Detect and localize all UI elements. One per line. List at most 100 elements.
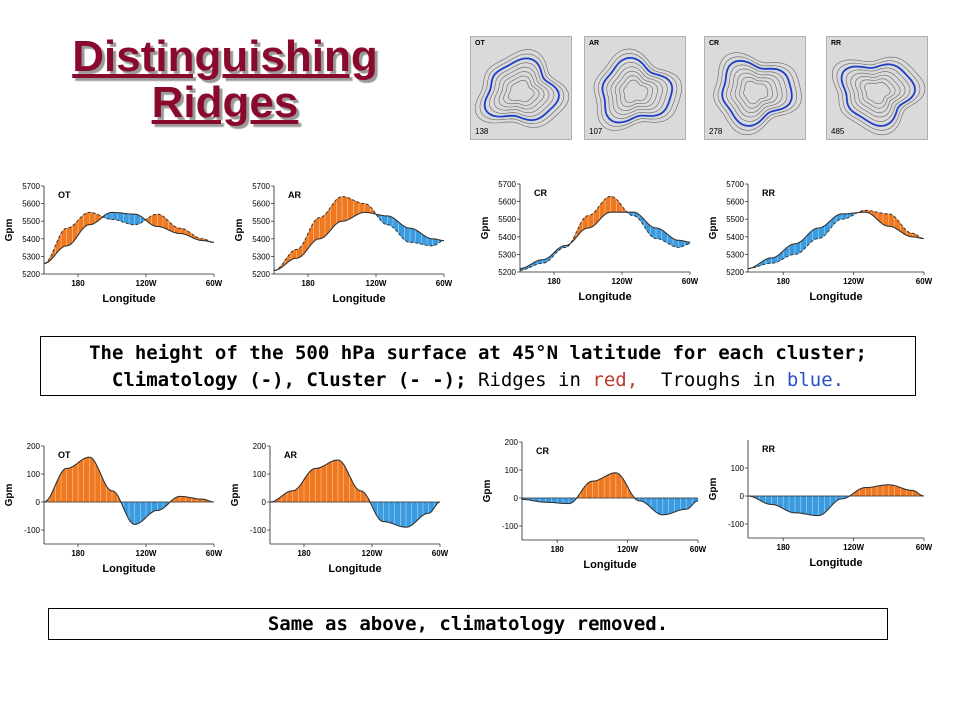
x-tick-label: 60W: [436, 279, 452, 288]
fill-slice: [419, 501, 422, 518]
fill-slice: [346, 469, 349, 503]
fill-slice: [671, 497, 674, 514]
x-tick-label: 180: [71, 549, 85, 558]
caption-troughs-word: blue.: [786, 369, 845, 391]
x-tick-label: 60W: [432, 549, 448, 558]
x-tick-label: 120W: [136, 279, 157, 288]
map-rr-contours: [831, 56, 926, 136]
fill-slice: [565, 497, 568, 504]
fill-slice: [125, 213, 128, 224]
y-tick-label: 5200: [22, 270, 40, 279]
map-contour: [850, 71, 906, 118]
fill-slice: [344, 466, 347, 503]
height-chart-ot: 5200 5300 5400 5500 5600 5700 180 120W 60W Longit…: [4, 182, 222, 305]
fill-slice: [130, 213, 133, 225]
map-contour: [489, 62, 555, 117]
panel-label: OT: [58, 190, 71, 200]
fill-slice: [152, 501, 155, 512]
fill-slice: [664, 497, 666, 515]
panel-label: AR: [284, 450, 297, 460]
y-tick-label: 0: [740, 492, 745, 501]
panel-label: OT: [58, 450, 71, 460]
map-contour: [721, 59, 793, 127]
title-line-2: Ridges: [151, 78, 299, 127]
fill-slice: [665, 497, 668, 515]
y-axis-label: Gpm: [480, 217, 491, 240]
map-contour: [593, 48, 683, 131]
fill-slice: [802, 495, 804, 514]
x-tick-label: 60W: [682, 277, 698, 286]
x-tick-label: 120W: [362, 549, 383, 558]
title-line-1: Distinguishing: [72, 32, 378, 81]
fill-slice: [320, 216, 323, 239]
fill-slice: [80, 459, 83, 503]
map-contour: [479, 53, 565, 125]
fill-slice: [797, 242, 800, 255]
y-axis-label: Gpm: [4, 219, 15, 242]
x-tick-label: 60W: [206, 279, 222, 288]
fill-slice: [348, 197, 351, 220]
fill-slice: [429, 238, 432, 247]
anomaly-line: [269, 459, 441, 528]
y-axis-label: Gpm: [4, 484, 15, 507]
fill-slice: [584, 215, 587, 229]
cluster-line: [43, 211, 215, 264]
fill-slice: [677, 497, 680, 512]
y-tick-label: -100: [502, 522, 519, 531]
height-chart-cr: 5200 5300 5400 5500 5600 5700 180 120W 60W Longit…: [480, 180, 698, 303]
fill-slice: [679, 240, 682, 248]
fill-slice: [813, 495, 816, 516]
fill-slice: [821, 495, 824, 516]
y-tick-label: 5300: [22, 252, 40, 261]
y-tick-label: 5600: [726, 198, 744, 207]
y-tick-label: -100: [24, 526, 41, 535]
map-label: OT: [475, 40, 485, 47]
map-contour: [845, 67, 911, 122]
fill-slice: [171, 223, 174, 233]
map-contour: [864, 82, 891, 105]
map-contour: [713, 52, 802, 136]
fill-slice: [288, 490, 291, 503]
fill-slice: [408, 501, 411, 527]
fill-slice: [182, 496, 185, 503]
fill-slice: [322, 465, 325, 503]
fill-slice: [343, 196, 346, 222]
fill-slice: [327, 208, 330, 234]
map-contour: [619, 75, 654, 107]
fill-slice: [350, 198, 353, 219]
x-tick-label: 180: [547, 277, 561, 286]
x-tick-label: 180: [301, 279, 315, 288]
y-tick-label: 5300: [498, 250, 516, 259]
fill-slice: [658, 497, 661, 515]
x-tick-label: 120W: [612, 277, 633, 286]
anomaly-chart-ot: -100 0 100 200 180 120W 60W Longitude Gpm OT: [4, 442, 222, 575]
caption-top-main: The height of the 500 hPa surface at 45°…: [89, 342, 867, 391]
fill-slice: [337, 196, 340, 224]
fill-slice: [394, 218, 397, 231]
fill-slice: [326, 210, 329, 236]
fill-slice: [866, 487, 869, 497]
fill-slice: [113, 490, 116, 503]
map-contour: [503, 75, 540, 106]
fill-slice: [142, 501, 145, 521]
fill-slice: [86, 457, 89, 503]
fill-slice: [790, 495, 793, 513]
fill-slice: [674, 238, 677, 248]
fill-slice: [659, 497, 662, 515]
fill-slice: [407, 501, 410, 528]
map-contour: [597, 53, 678, 127]
fill-slice: [428, 237, 431, 246]
x-tick-label: 120W: [617, 545, 638, 554]
fill-slice: [826, 495, 829, 511]
fill-slice: [96, 464, 99, 503]
map-ot: OT 138: [470, 36, 572, 140]
fill-slice: [821, 226, 824, 239]
fill-slice: [675, 239, 678, 248]
fill-slice: [391, 501, 394, 525]
fill-slice: [67, 227, 70, 246]
fill-slice: [546, 497, 549, 503]
y-tick-label: 5500: [22, 217, 40, 226]
fill-slice: [599, 478, 602, 499]
y-tick-label: 5700: [726, 180, 744, 189]
map-contour: [623, 79, 649, 103]
